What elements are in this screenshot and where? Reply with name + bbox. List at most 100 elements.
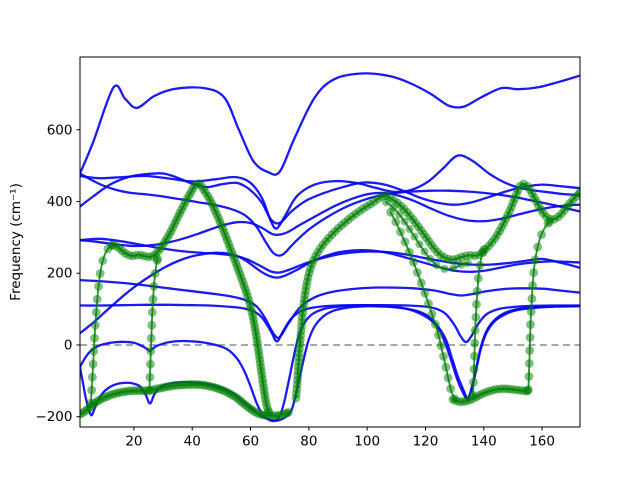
soft-mode-marker (524, 372, 534, 381)
soft-mode-marker (404, 247, 414, 257)
soft-mode-marker (86, 398, 96, 408)
soft-mode-marker (150, 269, 160, 278)
soft-mode-marker (525, 346, 535, 355)
soft-mode-marker (405, 225, 414, 234)
soft-mode-marker (527, 294, 537, 303)
x-tick-label: 20 (125, 434, 142, 450)
soft-mode-marker (88, 372, 97, 382)
phonon-band-3 (80, 172, 580, 257)
soft-mode-marker (424, 299, 433, 308)
soft-mode-wall-dome-2-markers (291, 179, 580, 403)
x-tick-label: 80 (300, 434, 317, 450)
soft-mode-marker (153, 254, 162, 264)
soft-mode-marker (470, 325, 480, 335)
y-tick-label: 600 (47, 122, 73, 138)
tick-labels-layer: 20 40 60 80 100 120 140 160 −200 0 200 400 600 (35, 122, 555, 449)
x-tick-label: 160 (529, 434, 555, 450)
soft-mode-marker (146, 346, 156, 356)
soft-mode-marker (91, 307, 101, 317)
phonon-band-11 (80, 191, 580, 248)
soft-mode-marker (526, 320, 535, 329)
soft-mode-marker (396, 227, 405, 237)
phonon-band-4 (80, 172, 580, 225)
soft-mode-marker (479, 245, 489, 255)
soft-mode-marker (87, 385, 97, 395)
soft-mode-marker (147, 307, 157, 317)
soft-mode-marker (524, 359, 534, 368)
soft-mode-marker (470, 351, 479, 361)
soft-mode-marker (525, 333, 535, 342)
soft-mode-marker (529, 268, 539, 277)
y-tick-label: 200 (47, 266, 73, 282)
x-tick-label: 60 (242, 434, 259, 450)
axes-frame-layer (76, 56, 581, 431)
soft-mode-marker (524, 385, 533, 394)
y-tick-label: −200 (35, 409, 72, 425)
soft-mode-marker (90, 333, 99, 343)
soft-mode-marker (148, 294, 158, 304)
soft-mode-marker (537, 230, 546, 239)
x-tick-label: 120 (413, 434, 439, 450)
soft-mode-riser-2-markers (145, 254, 162, 395)
y-tick-label: 400 (47, 194, 73, 210)
soft-mode-marker (416, 278, 426, 288)
green-soft-mode-markers-layer (80, 179, 580, 421)
soft-mode-marker (472, 286, 482, 296)
soft-mode-marker (528, 281, 537, 290)
soft-mode-marker (440, 264, 449, 273)
phonon-band-2 (80, 154, 580, 230)
soft-mode-marker (382, 198, 391, 207)
soft-mode-marker (386, 207, 395, 217)
soft-mode-marker (443, 373, 453, 383)
blue-phonon-bands-layer (80, 72, 580, 423)
y-tick-label: 0 (64, 337, 73, 353)
soft-mode-marker (434, 330, 443, 340)
soft-mode-marker (432, 261, 441, 269)
soft-mode-marker (431, 320, 440, 329)
x-tick-label: 40 (184, 434, 201, 450)
soft-mode-marker (427, 309, 437, 319)
soft-mode-marker (420, 247, 429, 256)
soft-mode-marker (463, 258, 472, 267)
soft-mode-marker (526, 307, 536, 316)
soft-mode-marker (94, 282, 103, 291)
axes-frame (79, 56, 581, 428)
soft-mode-marker (470, 338, 480, 348)
soft-mode-marker (468, 390, 478, 400)
soft-mode-marker (89, 346, 99, 356)
soft-mode-marker (436, 341, 446, 351)
soft-mode-marker (420, 288, 430, 298)
soft-mode-marker (426, 254, 434, 263)
soft-mode-marker (400, 237, 410, 247)
soft-mode-dome-2-lower-flank-markers (382, 198, 472, 273)
soft-mode-hump-dome-1-markers (107, 179, 274, 417)
soft-mode-marker (530, 255, 540, 265)
x-tick-label: 140 (471, 434, 497, 450)
soft-mode-marker (415, 240, 424, 249)
soft-mode-marker (471, 312, 481, 322)
soft-mode-marker (409, 257, 418, 267)
soft-mode-marker (95, 269, 105, 278)
soft-mode-marker (457, 260, 466, 269)
soft-mode-marker (400, 217, 409, 226)
soft-mode-marker (391, 217, 401, 227)
soft-mode-marker (145, 372, 155, 382)
soft-mode-marker (439, 352, 448, 361)
soft-mode-marker (410, 232, 419, 241)
soft-mode-marker (545, 217, 555, 227)
soft-mode-marker (264, 408, 274, 417)
soft-mode-marker (475, 261, 485, 270)
soft-mode-marker (90, 320, 100, 330)
soft-mode-marker (413, 268, 422, 277)
soft-mode-marker (145, 385, 154, 395)
soft-mode-marker (98, 256, 108, 266)
soft-mode-marker (149, 281, 159, 291)
soft-mode-marker (473, 273, 483, 283)
soft-mode-riser-4-markers (524, 217, 555, 394)
soft-mode-marker (147, 320, 157, 330)
soft-mode-marker (146, 359, 155, 369)
phonon-band-6 (80, 278, 580, 340)
soft-mode-marker (449, 264, 458, 273)
y-axis-label: Frequency (cm⁻¹) (8, 183, 24, 301)
